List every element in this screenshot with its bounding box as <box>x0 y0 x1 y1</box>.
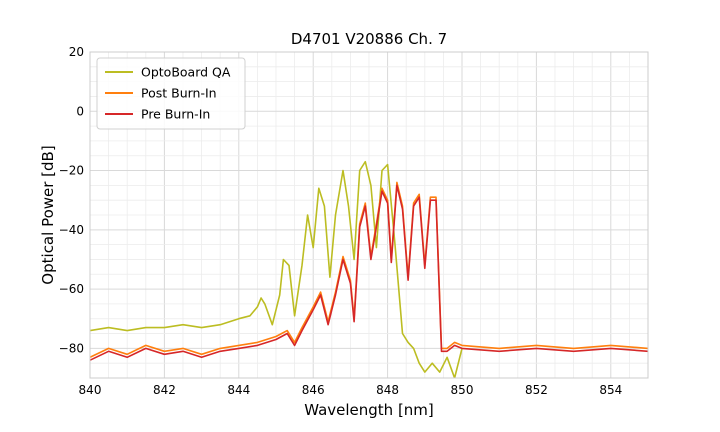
plot-frame <box>89 51 649 379</box>
y-tick-label: −20 <box>59 164 84 178</box>
x-tick-label: 842 <box>153 383 176 397</box>
x-axis-label: Wavelength [nm] <box>304 401 434 419</box>
x-tick-label: 854 <box>599 383 622 397</box>
tick-labels: 840 842 844 846 848 850 852 854 20 0 −20 −40 −60 −80 <box>59 45 623 397</box>
x-tick-label: 846 <box>302 383 325 397</box>
legend-box <box>96 57 246 130</box>
y-axis-label: Optical Power [dB] <box>39 145 57 284</box>
chart-title: D4701 V20886 Ch. 7 <box>291 30 447 48</box>
series-layer <box>90 160 648 378</box>
legend-label-optoboard-qa: OptoBoard QA <box>141 65 231 80</box>
series-line-optoboard-qa <box>90 160 463 378</box>
legend-label-pre-burn-in: Pre Burn-In <box>141 107 210 122</box>
y-tick-label: −40 <box>59 223 84 237</box>
series-line-post-burn-in <box>90 181 648 359</box>
x-tick-label: 844 <box>227 383 250 397</box>
legend: OptoBoard QA Post Burn-In Pre Burn-In <box>96 57 246 130</box>
y-tick-label: 0 <box>76 104 84 118</box>
x-tick-label: 840 <box>79 383 102 397</box>
x-tick-label: 852 <box>525 383 548 397</box>
x-tick-label: 848 <box>376 383 399 397</box>
x-tick-label: 850 <box>451 383 474 397</box>
y-tick-label: −60 <box>59 282 84 296</box>
y-tick-label: 20 <box>69 45 84 59</box>
y-tick-label: −80 <box>59 341 84 355</box>
series-line-pre-burn-in <box>90 184 648 361</box>
legend-label-post-burn-in: Post Burn-In <box>141 86 217 101</box>
